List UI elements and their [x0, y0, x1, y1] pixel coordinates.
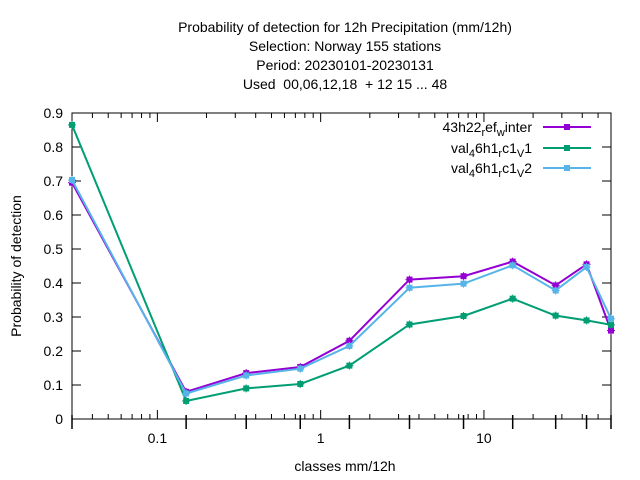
legend-label-3: val46h1rc1V2 — [451, 160, 532, 180]
chart-title: Probability of detection for 12h Precipi… — [178, 19, 512, 92]
x-axis: 0.1 1 10 — [71, 113, 612, 446]
legend-subscript: 4 — [469, 168, 475, 180]
title-line-3: Period: 20230101-20230131 — [256, 57, 434, 73]
legend-text: ef — [485, 119, 497, 135]
y-tick-label: 0.5 — [44, 241, 64, 257]
series-3 — [68, 175, 615, 398]
legend-marker-2 — [564, 145, 570, 151]
title-line-4: Used 00,06,12,18 + 12 15 ... 48 — [243, 76, 448, 92]
y-tick-label: 0.9 — [44, 105, 64, 121]
legend-subscript: r — [498, 148, 502, 160]
x-tick-label: 0.1 — [148, 430, 168, 446]
y-tick-label: 0.8 — [44, 139, 64, 155]
y-tick-label: 0.4 — [44, 275, 64, 291]
legend-text: val — [451, 140, 469, 156]
series-layer — [68, 120, 615, 405]
series-1 — [68, 178, 615, 396]
y-axis: 0 0.1 0.2 0.3 0.4 0.5 0.6 0.7 0.8 0.9 — [44, 105, 611, 427]
y-axis-label: Probability of detection — [8, 195, 24, 337]
legend-label-2: val46h1rc1V1 — [451, 140, 532, 160]
legend-text: 1 — [524, 140, 532, 156]
legend-marker-1 — [564, 124, 570, 130]
series-line — [71, 182, 612, 393]
x-tick-label: 10 — [476, 430, 492, 446]
legend-text: inter — [505, 119, 533, 135]
y-tick-label: 0 — [55, 411, 63, 427]
legend-subscript: r — [481, 127, 485, 139]
legend-label-1: 43h22refwinter — [443, 119, 533, 139]
y-tick-label: 0.7 — [44, 173, 64, 189]
title-line-2: Selection: Norway 155 stations — [249, 38, 441, 54]
legend-text: 6h1 — [475, 160, 499, 176]
legend-text: 2 — [524, 160, 532, 176]
legend-text: c1 — [502, 160, 517, 176]
legend-marker-3 — [564, 165, 570, 171]
legend-text: val — [451, 160, 469, 176]
y-tick-label: 0.3 — [44, 309, 64, 325]
series-2 — [68, 120, 615, 405]
legend-text: c1 — [502, 140, 517, 156]
series-line — [71, 179, 612, 395]
x-axis-label: classes mm/12h — [294, 458, 395, 474]
legend-text: 43h22 — [443, 119, 482, 135]
x-tick-label: 1 — [317, 430, 325, 446]
y-tick-label: 0.1 — [44, 377, 64, 393]
plot-area-border — [71, 112, 612, 420]
legend-text: 6h1 — [475, 140, 499, 156]
legend-subscript: 4 — [469, 148, 475, 160]
legend-subscript: w — [496, 127, 505, 139]
y-tick-label: 0.2 — [44, 343, 64, 359]
y-tick-label: 0.6 — [44, 207, 64, 223]
legend-subscript: V — [517, 168, 525, 180]
legend-subscript: r — [498, 168, 502, 180]
title-line-1: Probability of detection for 12h Precipi… — [178, 19, 512, 35]
legend-subscript: V — [517, 148, 525, 160]
